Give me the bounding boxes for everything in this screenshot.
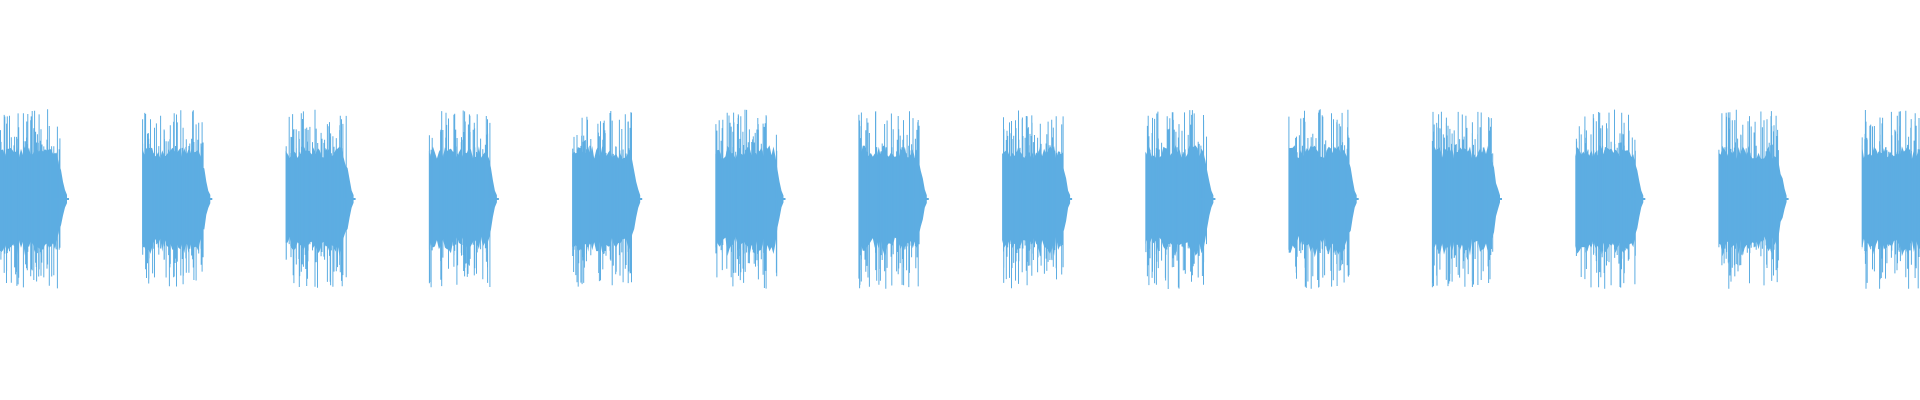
waveform-spikes	[858, 111, 920, 289]
waveform-spikes	[1575, 109, 1636, 289]
waveform-spikes	[0, 109, 61, 289]
waveform-spikes	[1431, 111, 1494, 288]
waveform-spikes	[1861, 110, 1920, 289]
waveform-spikes	[715, 109, 778, 289]
waveform-spikes	[1145, 110, 1207, 289]
waveform-spikes	[1718, 109, 1779, 289]
waveform-spikes	[428, 110, 491, 288]
waveform-spikes	[572, 111, 632, 287]
waveform-spikes	[1288, 109, 1350, 289]
